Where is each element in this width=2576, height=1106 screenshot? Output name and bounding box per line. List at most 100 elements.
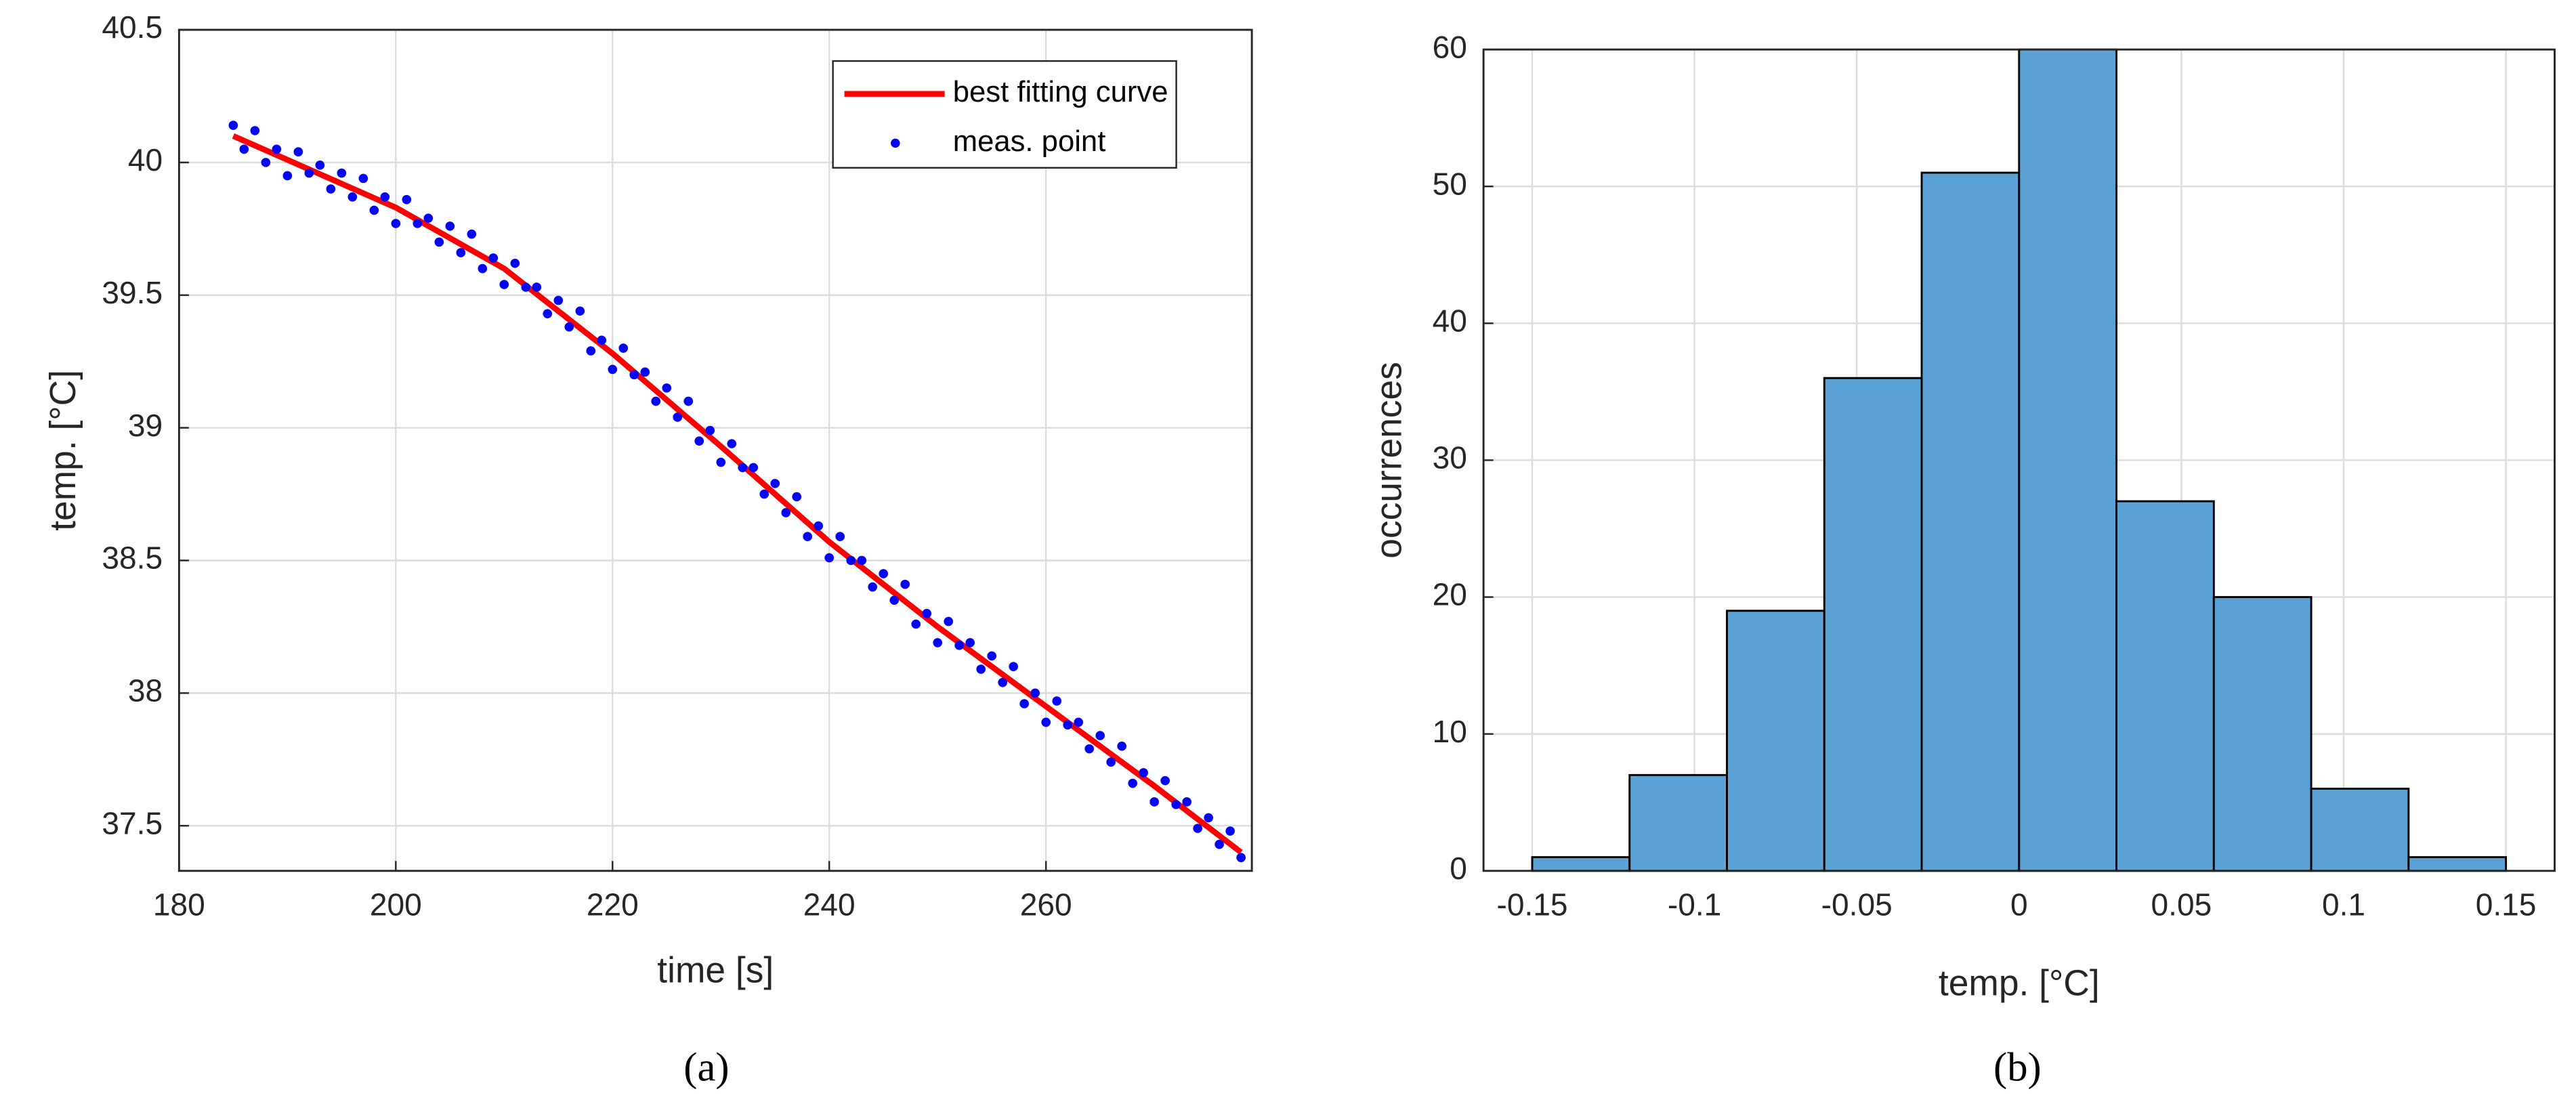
axes-frame — [1482, 48, 2556, 872]
data-point — [792, 492, 802, 502]
data-point — [1139, 768, 1148, 778]
y-tick-label: 38.5 — [102, 540, 163, 576]
data-point — [1030, 688, 1040, 698]
data-point — [781, 508, 791, 517]
x-tick-label: -0.15 — [1496, 887, 1567, 922]
data-point — [347, 192, 358, 202]
bar — [1726, 610, 1825, 872]
data-point — [759, 489, 769, 499]
plot-area — [179, 30, 1252, 871]
data-point — [1052, 696, 1061, 706]
x-tick-label: 220 — [587, 887, 639, 922]
x-tick-label: -0.05 — [1821, 887, 1893, 922]
data-point — [543, 309, 553, 318]
data-point — [1095, 731, 1105, 740]
caption: (b) — [1993, 1045, 2042, 1090]
data-point — [456, 248, 466, 257]
x-tick-label: 260 — [1020, 887, 1072, 922]
data-point — [434, 237, 444, 247]
x-tick-label: 0.05 — [2151, 887, 2212, 922]
y-tick-label: 50 — [1433, 166, 1467, 201]
data-point — [868, 582, 878, 592]
data-point — [597, 335, 607, 345]
data-point — [954, 641, 964, 650]
data-point — [478, 263, 488, 274]
x-tick-label: -0.1 — [1668, 887, 1721, 922]
x-tick-label: 0.1 — [2322, 887, 2365, 922]
data-point — [1019, 699, 1029, 708]
data-point — [1074, 717, 1083, 727]
data-point — [380, 192, 390, 202]
bar — [1823, 377, 1923, 872]
data-point — [846, 555, 856, 566]
data-point — [640, 367, 650, 377]
data-point — [976, 664, 986, 674]
data-point — [608, 364, 618, 375]
bar — [1531, 856, 1631, 872]
x-tick-label: 0.15 — [2476, 887, 2537, 922]
data-point — [1171, 800, 1181, 809]
data-point — [1236, 853, 1246, 863]
data-point — [629, 370, 639, 380]
data-point — [467, 229, 477, 239]
data-point — [575, 306, 585, 316]
data-point — [900, 579, 910, 589]
data-point — [727, 439, 737, 448]
legend-label: meas. point — [953, 125, 1106, 158]
data-point — [413, 219, 423, 228]
data-point — [510, 258, 520, 268]
x-axis-label: time [s] — [657, 950, 774, 990]
data-point — [705, 425, 715, 435]
bar — [1628, 773, 1728, 872]
data-point — [987, 651, 996, 661]
data-point — [369, 205, 379, 215]
data-point — [748, 463, 759, 473]
data-point — [391, 219, 401, 228]
y-tick-label: 39.5 — [102, 275, 163, 310]
data-point — [445, 221, 455, 231]
bar — [2018, 48, 2118, 872]
data-point — [683, 396, 694, 406]
x-axis-label: temp. [°C] — [1939, 964, 2100, 1004]
data-point — [250, 126, 260, 135]
legend-label: best fitting curve — [953, 75, 1168, 108]
data-point — [228, 121, 238, 130]
data-point — [532, 282, 542, 292]
y-tick-label: 37.5 — [102, 805, 163, 841]
data-point — [911, 619, 921, 629]
data-point — [824, 553, 835, 563]
data-point — [857, 555, 867, 566]
data-point — [239, 144, 249, 154]
data-point — [835, 532, 845, 542]
data-point — [586, 346, 596, 356]
bar — [2212, 596, 2313, 872]
y-axis-label: temp. [°C] — [43, 370, 83, 531]
data-point — [1204, 813, 1213, 823]
data-point — [770, 479, 780, 488]
data-point — [337, 168, 347, 178]
data-point — [618, 343, 629, 353]
axes-frame — [177, 28, 1253, 872]
data-point — [651, 396, 661, 406]
data-point — [304, 168, 314, 178]
legend-dot — [891, 138, 900, 148]
data-point — [998, 677, 1007, 687]
y-tick-label: 30 — [1433, 440, 1467, 475]
data-point — [564, 322, 574, 332]
data-point — [521, 282, 531, 292]
data-point — [261, 158, 271, 167]
bar — [2407, 856, 2508, 872]
x-tick-label: 240 — [803, 887, 856, 922]
bar — [2310, 788, 2410, 872]
y-tick-label: 38 — [128, 673, 163, 708]
data-point — [933, 638, 942, 647]
data-point — [738, 463, 748, 473]
y-tick-label: 39 — [128, 408, 163, 443]
data-point — [1063, 720, 1072, 730]
y-tick-label: 40 — [128, 142, 163, 177]
data-point — [1225, 826, 1235, 836]
data-point — [499, 280, 509, 289]
data-point — [326, 184, 336, 194]
data-point — [1215, 839, 1224, 849]
